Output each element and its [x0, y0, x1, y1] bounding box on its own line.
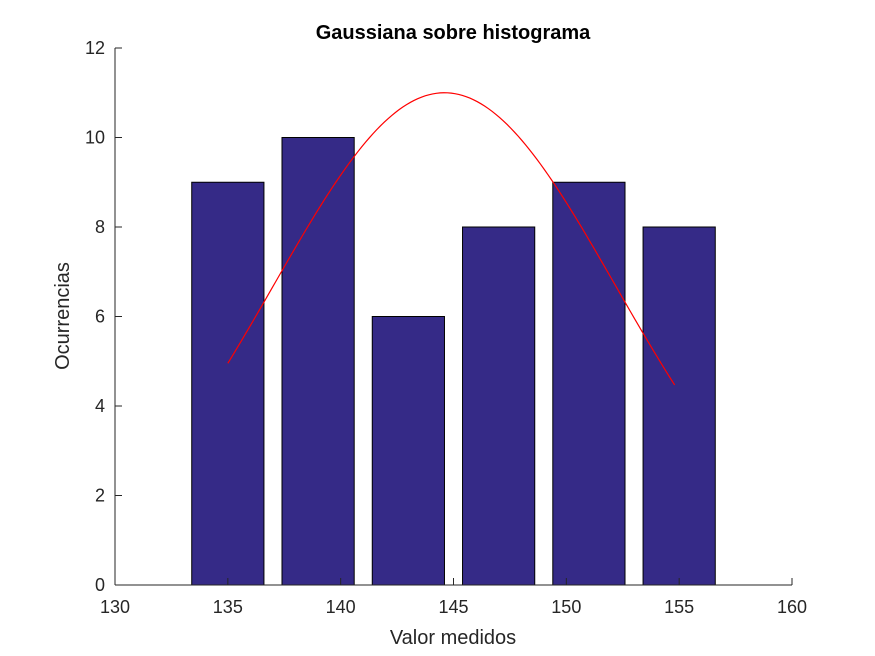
y-tick-label: 12	[85, 38, 105, 58]
bars-group	[191, 137, 716, 586]
y-tick-label: 10	[85, 128, 105, 148]
chart-title: Gaussiana sobre histograma	[316, 22, 591, 44]
y-axis-label: Ocurrencias	[52, 262, 74, 370]
histogram-bar	[552, 181, 626, 586]
y-ticks: 0 2 4 6 8 10 12	[85, 38, 122, 595]
y-tick-label: 8	[95, 217, 105, 237]
x-tick-label: 135	[213, 597, 243, 617]
x-axis-label: Valor medidos	[390, 627, 516, 649]
x-tick-label: 140	[326, 597, 356, 617]
gaussian-curve	[227, 92, 676, 386]
y-tick-label: 0	[95, 575, 105, 595]
x-ticks: 130 135 140 145 150 155 160	[100, 578, 807, 617]
x-tick-label: 150	[551, 597, 581, 617]
y-tick-label: 6	[95, 307, 105, 327]
x-tick-label: 160	[777, 597, 807, 617]
histogram-bar	[281, 137, 355, 586]
x-tick-label: 155	[664, 597, 694, 617]
histogram-bar	[191, 181, 265, 586]
histogram-bar	[642, 226, 716, 586]
y-tick-label: 4	[95, 396, 105, 416]
x-tick-label: 145	[438, 597, 468, 617]
y-tick-label: 2	[95, 486, 105, 506]
histogram-bar	[462, 226, 536, 586]
histogram-bar	[371, 316, 445, 586]
x-tick-label: 130	[100, 597, 130, 617]
plot-area	[114, 48, 792, 586]
